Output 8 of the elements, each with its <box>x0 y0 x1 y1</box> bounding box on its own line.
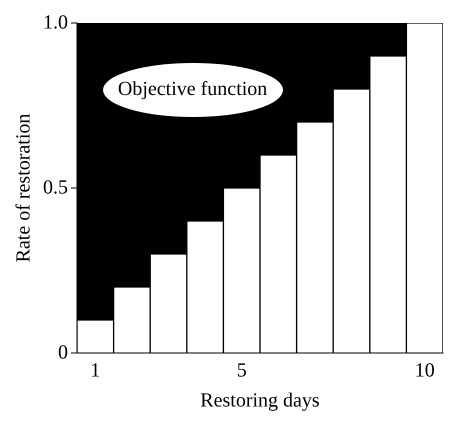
y-tick-label: 0.5 <box>43 176 68 198</box>
x-axis-title: Restoring days <box>200 389 320 412</box>
x-tick-label: 5 <box>236 359 247 382</box>
y-tick-label: 0 <box>58 341 68 364</box>
x-tick-label: 10 <box>414 359 435 382</box>
y-axis-title: Rate of restoration <box>12 114 34 262</box>
y-tick-label: 1.0 <box>43 11 68 34</box>
x-tick-label: 1 <box>90 359 100 382</box>
